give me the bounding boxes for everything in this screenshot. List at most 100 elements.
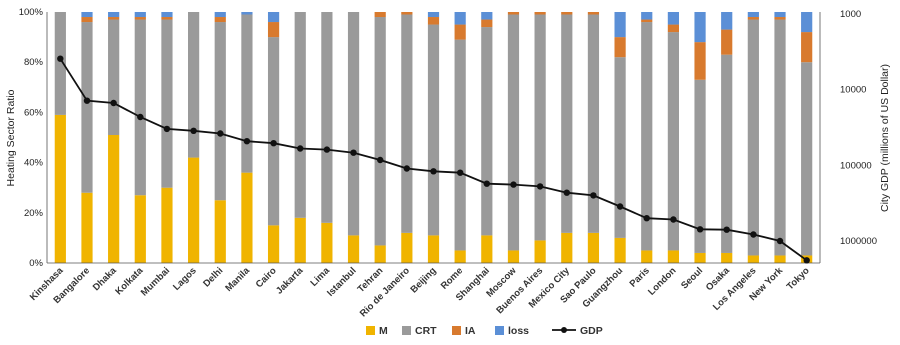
bar-segment-crt-4: [161, 19, 173, 188]
gdp-point-5: [190, 127, 197, 134]
bar-segment-m-13: [401, 232, 413, 263]
bar-segment-loss-3: [134, 12, 146, 18]
bar-segment-crt-7: [241, 14, 253, 173]
left-tick-label: 80%: [24, 57, 44, 68]
category-label: Paris: [628, 265, 652, 289]
bar-segment-loss-24: [694, 12, 706, 43]
legend-label-crt: CRT: [415, 325, 437, 337]
bar-segment-ia-19: [561, 12, 573, 15]
bar-segment-loss-25: [721, 12, 733, 30]
bar-segment-ia-4: [161, 17, 173, 20]
bar-segment-m-2: [108, 134, 120, 263]
bar-segment-m-3: [134, 195, 146, 263]
bars-layer: [54, 12, 813, 263]
gdp-point-11: [350, 149, 357, 156]
bar-segment-crt-13: [401, 14, 413, 233]
bar-segment-m-10: [321, 222, 333, 263]
bar-segment-m-26: [747, 255, 759, 263]
legend-label-m: M: [379, 325, 388, 337]
bar-segment-crt-5: [188, 12, 200, 158]
left-tick-label: 0%: [29, 258, 43, 269]
bar-segment-ia-18: [534, 12, 546, 15]
bar-segment-ia-27: [774, 17, 786, 20]
bar-segment-crt-25: [721, 54, 733, 253]
bar-segment-ia-14: [427, 17, 440, 25]
category-label: Beijing: [408, 265, 438, 295]
bar-segment-m-16: [481, 235, 493, 263]
bar-segment-ia-20: [587, 12, 600, 15]
bar-segment-m-23: [667, 250, 679, 263]
bar-segment-ia-22: [641, 19, 653, 23]
bar-segment-ia-24: [694, 42, 706, 80]
gdp-point-25: [723, 226, 730, 233]
gdp-point-12: [377, 156, 384, 164]
bar-segment-m-25: [721, 252, 733, 263]
bar-segment-loss-26: [747, 12, 759, 18]
bar-segment-crt-27: [774, 19, 786, 256]
bar-segment-crt-19: [561, 14, 573, 233]
right-tick-label: 100000: [840, 160, 872, 171]
gdp-point-0: [57, 55, 64, 62]
bar-segment-m-18: [534, 240, 546, 263]
left-tick-label: 60%: [24, 107, 44, 118]
legend-swatch-loss: [495, 326, 504, 335]
bar-segment-m-5: [188, 157, 200, 263]
bar-segment-crt-24: [694, 79, 706, 253]
bar-segment-loss-15: [454, 12, 466, 25]
gdp-point-24: [696, 226, 704, 233]
bar-segment-loss-1: [81, 12, 93, 18]
left-axis: 100% 80% 60% 40% 20% 0%: [19, 7, 820, 269]
bar-segment-ia-16: [481, 19, 493, 28]
bar-segment-loss-23: [667, 12, 679, 25]
bar-segment-m-27: [774, 255, 786, 263]
category-label: Lima: [309, 265, 333, 289]
bar-segment-m-1: [81, 192, 93, 263]
bar-segment-ia-15: [454, 24, 466, 40]
bar-segment-loss-7: [241, 12, 253, 15]
gdp-point-19: [563, 189, 570, 196]
gdp-point-10: [323, 146, 331, 153]
bar-segment-ia-23: [667, 24, 679, 33]
category-label: Istanbul: [325, 265, 359, 299]
gdp-point-8: [270, 140, 277, 147]
gdp-point-15: [457, 169, 464, 176]
gdp-point-9: [297, 145, 304, 152]
gdp-point-14: [430, 168, 437, 175]
bar-segment-m-20: [587, 232, 600, 263]
bar-segment-loss-27: [774, 12, 786, 18]
bar-segment-loss-2: [108, 12, 120, 18]
right-axis-title: City GDP (millions of US Dollar): [879, 64, 891, 212]
bar-segment-ia-12: [374, 12, 386, 18]
gdp-point-2: [110, 99, 117, 107]
left-tick-label: 20%: [24, 208, 44, 219]
bar-segment-ia-28: [801, 32, 813, 63]
gdp-point-26: [750, 231, 757, 238]
bar-segment-loss-14: [427, 12, 440, 18]
gdp-point-17: [510, 181, 517, 188]
bar-segment-loss-21: [614, 12, 626, 38]
gdp-point-20: [590, 192, 597, 199]
left-tick-label: 40%: [24, 158, 44, 169]
bar-segment-crt-9: [294, 12, 306, 218]
gdp-point-22: [643, 215, 650, 222]
legend-label-loss: loss: [508, 325, 529, 337]
bar-segment-crt-10: [321, 12, 333, 223]
category-label: Mumbai: [139, 265, 172, 298]
bar-segment-ia-8: [267, 22, 280, 38]
right-axis: 1000 10000 100000 1000000: [819, 9, 877, 263]
bar-segment-crt-14: [427, 24, 440, 236]
bar-segment-crt-12: [374, 17, 386, 246]
legend-label-gdp: GDP: [580, 325, 603, 337]
bar-segment-ia-2: [108, 17, 120, 20]
bar-segment-crt-20: [587, 14, 600, 233]
bar-segment-crt-3: [134, 19, 146, 196]
category-label: Jakarta: [274, 265, 306, 297]
bar-segment-loss-22: [641, 12, 653, 20]
bar-segment-crt-1: [81, 22, 93, 193]
gdp-point-23: [670, 216, 677, 223]
bar-segment-loss-6: [214, 12, 226, 18]
bar-segment-m-11: [347, 235, 360, 263]
gdp-point-21: [616, 203, 624, 210]
bar-segment-ia-21: [614, 37, 626, 58]
